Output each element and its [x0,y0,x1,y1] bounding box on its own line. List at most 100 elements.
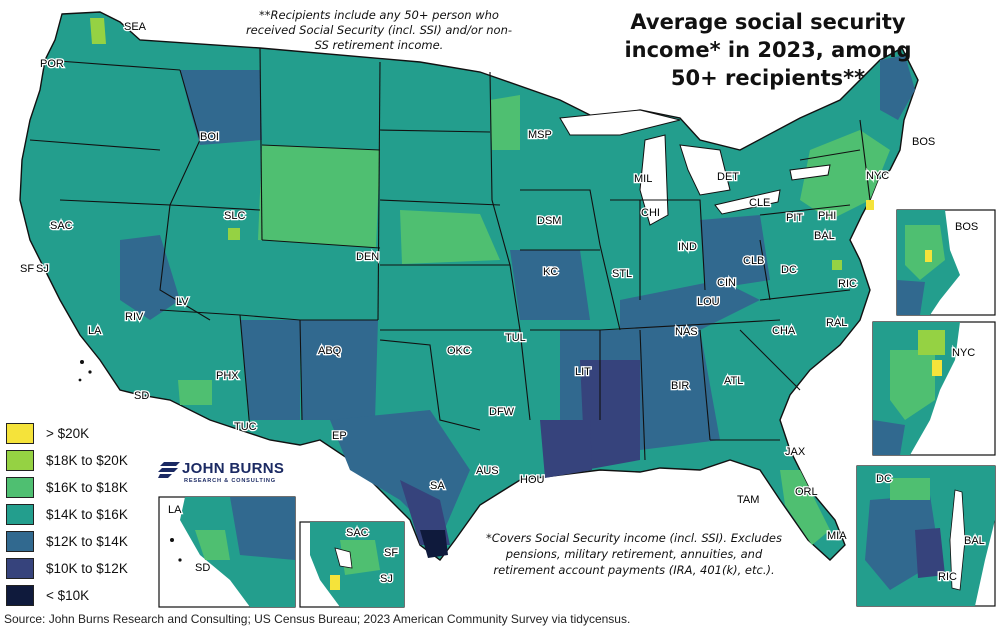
inset-ric-label: RIC [938,571,957,583]
region-newmexico-blue [300,320,378,420]
legend-label: < $10K [46,588,90,603]
city-nas: NAS [675,326,698,338]
city-slc: SLC [224,210,245,222]
border-line [379,129,491,133]
logo-subtitle: RESEARCH & CONSULTING [184,478,276,484]
city-por: POR [40,58,64,70]
region-dakota-green [490,95,520,150]
border-line [299,319,303,421]
legend-swatch [6,585,34,606]
lake-erie [714,189,781,215]
region-missouri-blue [510,250,590,320]
border-line [739,329,801,391]
recipients-footnote: **Recipients include any 50+ person who … [245,8,513,52]
city-cin: CIN [717,277,736,289]
legend-item: > $20K [6,420,166,447]
border-line [377,61,381,321]
inset-land-blue [230,497,295,560]
legend-label: $10K to $12K [46,561,128,576]
inset-land-lightgreen [918,330,945,355]
city-kc: KC [543,266,558,278]
inset-bay [334,547,353,569]
island [88,370,92,374]
city-tul: TUL [505,332,526,344]
region-wyoming-green [258,145,380,248]
region-rgv-darkest [420,530,448,558]
source-caption: Source: John Burns Research and Consulti… [4,612,631,626]
inset-dc: DC BAL RIC [856,465,996,607]
city-labels: SEA POR BOI SLC SAC SF SJ LV RIV LA SD P… [19,20,937,544]
region-nebraska-green [400,210,500,264]
border-line [599,244,621,331]
region-florida-green [780,470,830,545]
legend-label: $16K to $18K [46,480,128,495]
region-arizona-blue [240,320,300,420]
inset-bay [949,489,966,591]
border-line [699,329,711,441]
city-tam: TAM [737,494,759,506]
legend-item: $16K to $18K [6,474,166,501]
border-line [520,189,601,246]
city-msp: MSP [528,129,552,141]
inset-boston: BOS [896,209,996,316]
city-dsm: DSM [537,215,561,227]
region-seattle-lightgreen [90,18,106,44]
legend-label: $18K to $20K [46,453,128,468]
region-louisiana-navy [540,420,592,478]
city-phi: PHI [818,210,836,222]
inset-land-green [890,478,930,500]
legend-label: $14K to $16K [46,507,128,522]
border-line [859,119,871,201]
city-clb: CLB [743,255,764,267]
inset-sd-label: SD [195,562,210,574]
city-dc: DC [781,264,797,276]
region-south-texas-navy [400,480,450,545]
legend-swatch [6,531,34,552]
legend-swatch [6,558,34,579]
legend-swatch [6,423,34,444]
city-lit: LIT [575,366,591,378]
city-pit: PIT [786,212,803,224]
border-line [29,139,161,151]
city-tuc: TUC [234,421,257,433]
border-line [759,289,851,301]
inset-highlight [932,360,942,376]
legend-item: $18K to $20K [6,447,166,474]
logo-stripe [160,462,180,466]
city-ric: RIC [838,278,857,290]
city-sf: SF [20,263,34,275]
city-aus: AUS [476,465,499,477]
inset-nyc: NYC [872,321,996,456]
city-bal: BAL [814,230,835,242]
legend-swatch [6,450,34,471]
city-la: LA [88,325,102,337]
inset-dc-label: DC [876,473,892,485]
city-sa: SA [430,480,445,492]
region-ohio-blue [700,215,770,290]
city-sj: SJ [36,263,49,275]
legend-label: > $20K [46,426,90,441]
region-northeast-green [800,130,890,220]
inset-la-label: LA [168,504,182,516]
inset-bal-label: BAL [964,535,985,547]
border-line [169,69,201,206]
region-dc-lightgreen [832,260,842,270]
legend-item: $10K to $12K [6,555,166,582]
inset-bos-label: BOS [955,221,978,233]
legend-swatch [6,504,34,525]
city-okc: OKC [447,345,471,357]
region-nevada-blue [120,235,180,320]
lake-ontario [789,164,831,181]
great-lakes [559,109,831,226]
city-mil: MIL [634,173,652,185]
border-line [44,59,181,71]
inset-la: LA SD [158,496,296,608]
legend-item: < $10K [6,582,166,609]
island [178,558,182,562]
region-phoenix-green [178,380,212,405]
city-ind: IND [678,241,697,253]
border-line [261,144,381,151]
city-orl: ORL [795,486,818,498]
city-sd: SD [134,390,149,402]
